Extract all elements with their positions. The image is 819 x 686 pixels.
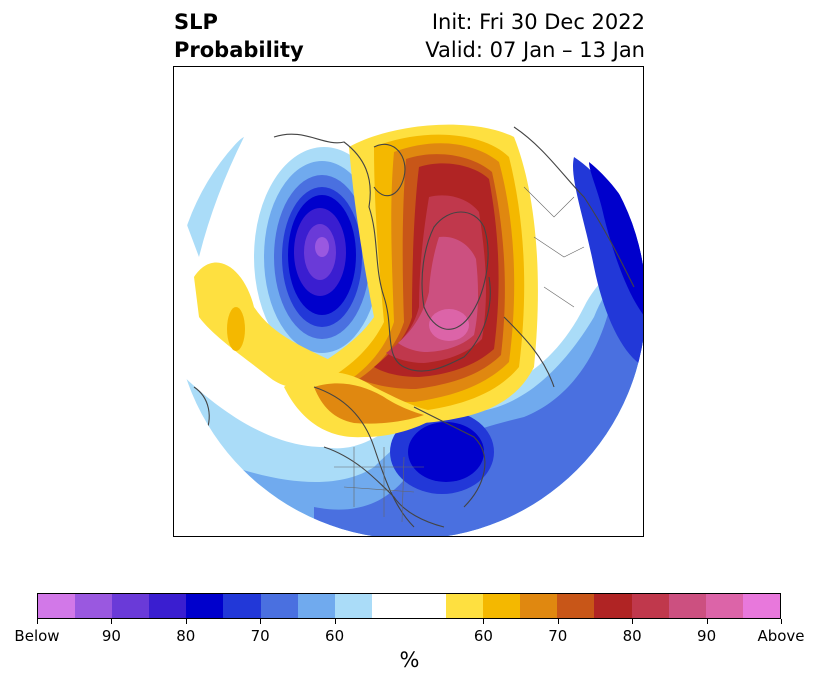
map-panel xyxy=(173,66,644,537)
colorbar-tick xyxy=(334,619,336,624)
below-85-east xyxy=(589,162,643,317)
colorbar-ticks: Below 90 80 70 60 60 70 80 90 Above xyxy=(0,619,819,649)
colorbar-segment xyxy=(260,594,298,618)
colorbar-segment xyxy=(297,594,335,618)
borders xyxy=(334,186,585,523)
colorbar-segment xyxy=(594,594,632,618)
probability-map xyxy=(174,67,643,536)
coastlines xyxy=(193,126,635,528)
colorbar-segment xyxy=(186,594,224,618)
map-title-right: Init: Fri 30 Dec 2022 Valid: 07 Jan – 13… xyxy=(425,8,645,64)
colorbar-tick-label: 60 xyxy=(473,627,493,645)
colorbar-tick-label: 90 xyxy=(101,627,121,645)
below-60-northwest xyxy=(184,137,244,257)
colorbar-tick xyxy=(260,619,262,624)
colorbar-tick xyxy=(706,619,708,624)
colorbar-segment xyxy=(631,594,669,618)
colorbar-tick xyxy=(185,619,187,624)
colorbar-tick xyxy=(483,619,485,624)
map-title-left: SLP Probability xyxy=(174,8,304,64)
colorbar-tick xyxy=(37,619,38,624)
colorbar-segment xyxy=(38,594,76,618)
colorbar-segment xyxy=(75,594,113,618)
colorbar-segment xyxy=(705,594,743,618)
colorbar-tick xyxy=(781,619,782,624)
colorbar-segment xyxy=(742,594,780,618)
colorbar-segment xyxy=(520,594,558,618)
colorbar-tick-label: 80 xyxy=(176,627,196,645)
above-95-arctic xyxy=(429,309,469,341)
colorbar-segment xyxy=(557,594,595,618)
colorbar-tick xyxy=(111,619,113,624)
colorbar-segment xyxy=(112,594,150,618)
title-probability: Probability xyxy=(174,38,304,62)
probability-colorbar xyxy=(37,593,781,619)
above-70-namerica xyxy=(314,383,424,424)
colorbar-tick-label: 90 xyxy=(697,627,717,645)
colorbar-tick-label: 70 xyxy=(250,627,270,645)
title-slp: SLP xyxy=(174,10,218,34)
init-date: Init: Fri 30 Dec 2022 xyxy=(431,10,645,34)
above-60-pacific xyxy=(194,262,344,388)
colorbar-segment xyxy=(223,594,261,618)
colorbar-tick xyxy=(632,619,634,624)
colorbar-segment xyxy=(149,594,187,618)
colorbar-segment xyxy=(483,594,521,618)
valid-range: Valid: 07 Jan – 13 Jan xyxy=(425,38,645,62)
colorbar-segment xyxy=(334,594,372,618)
below-80-east xyxy=(573,157,643,367)
above-70-pacific xyxy=(227,307,245,351)
colorbar-tick-label: 80 xyxy=(622,627,642,645)
below-70-region-south xyxy=(314,187,643,536)
colorbar-segment xyxy=(668,594,706,618)
colorbar-tick-label: 60 xyxy=(325,627,345,645)
colorbar-tick-label: Below xyxy=(14,627,60,645)
colorbar-segment xyxy=(446,594,484,618)
colorbar-tick-label: Above xyxy=(757,627,805,645)
below-85-atlantic xyxy=(408,422,484,482)
colorbar-segment xyxy=(371,594,447,618)
colorbar-unit: % xyxy=(399,648,420,672)
colorbar-tick-label: 70 xyxy=(548,627,568,645)
colorbar-tick xyxy=(557,619,559,624)
below-95-pacific xyxy=(315,237,329,257)
